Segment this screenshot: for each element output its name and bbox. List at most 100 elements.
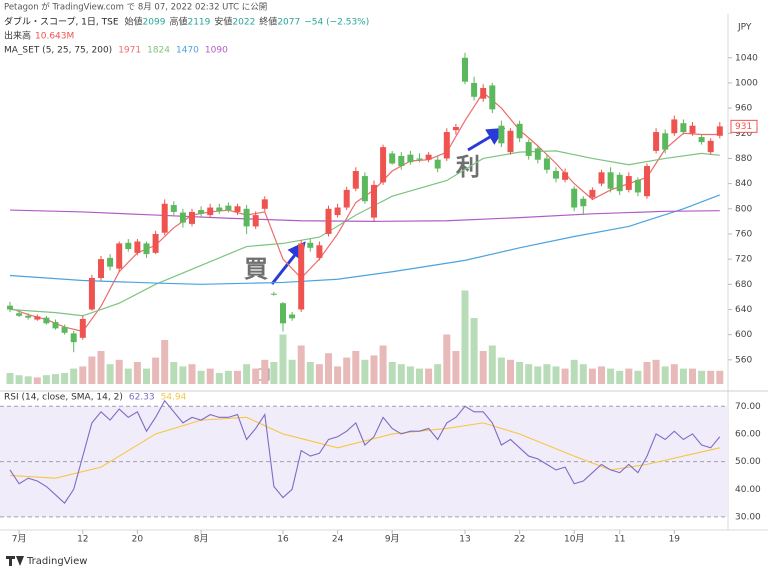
candle-body xyxy=(7,305,13,310)
volume-bar xyxy=(143,368,150,384)
volume-bar xyxy=(588,368,596,384)
volume-bar xyxy=(88,356,96,384)
rsi-sma xyxy=(9,416,720,479)
ma-legend: 1971 xyxy=(118,46,141,56)
x-tick-label: 7月 xyxy=(12,534,27,545)
watermark: TradingView xyxy=(26,556,87,567)
profit-arrow xyxy=(467,127,506,152)
rsi-label: RSI (14, close, SMA, 14, 2) xyxy=(4,393,123,403)
volume-bar xyxy=(607,368,615,384)
candle-body xyxy=(425,154,432,160)
quote-label: 終値 xyxy=(259,16,277,28)
volume-label: 出来高 xyxy=(4,30,31,42)
volume-bar xyxy=(643,362,651,384)
candle-body xyxy=(634,179,641,193)
y-tick-label: 600 xyxy=(735,330,752,340)
x-tick-label: 22 xyxy=(514,535,525,545)
volume-bar xyxy=(215,373,223,384)
rsi-line xyxy=(9,399,721,504)
volume-bar xyxy=(598,366,605,384)
y-tick-label: 680 xyxy=(735,280,752,290)
volume-bar xyxy=(698,370,706,384)
volume-bar xyxy=(652,359,660,384)
y-tick-label: 800 xyxy=(735,204,752,214)
volume-bar xyxy=(425,368,433,384)
candle-body xyxy=(343,189,350,208)
candle-body xyxy=(507,130,514,153)
candle-body xyxy=(653,132,660,151)
candle-body xyxy=(662,133,669,150)
volume-bar xyxy=(461,290,469,384)
y-tick-label: 840 xyxy=(735,179,752,189)
volume-bar xyxy=(716,370,724,384)
ma-legend: 1090 xyxy=(205,46,228,56)
volume-bar xyxy=(224,370,232,384)
quote-value: 2022 xyxy=(232,18,255,28)
x-tick-label: 11 xyxy=(614,535,625,545)
candle-body xyxy=(498,125,505,144)
candle-body xyxy=(207,207,214,216)
logo-icon xyxy=(6,556,24,566)
candle-body xyxy=(707,140,714,153)
candle-body xyxy=(198,210,205,214)
volume-bar xyxy=(206,368,214,384)
candle-body xyxy=(489,85,496,110)
volume-bar xyxy=(634,370,642,384)
volume-bar xyxy=(552,366,560,384)
y-tick-label: 720 xyxy=(735,255,752,265)
candle-body xyxy=(134,241,141,253)
ma-legend: 1824 xyxy=(147,46,170,56)
y-tick-label: 1040 xyxy=(735,53,758,63)
candle-body xyxy=(480,87,487,99)
quote-label: 安値 xyxy=(214,16,232,28)
candle-body xyxy=(234,206,241,212)
candle-body xyxy=(179,212,186,223)
candle-body xyxy=(562,172,569,180)
quote-value: 2077 xyxy=(277,18,300,28)
x-tick-label: 10月 xyxy=(564,534,584,545)
volume-bar xyxy=(6,373,14,384)
volume-bar xyxy=(670,364,678,384)
rsi-legend: 62.33 xyxy=(129,393,155,403)
y-tick-label: 560 xyxy=(735,355,752,365)
candle-body xyxy=(380,147,387,183)
rsi-sma-legend: 54.94 xyxy=(161,393,187,403)
volume-bar xyxy=(561,368,569,384)
candle-body xyxy=(416,158,423,160)
candle-body xyxy=(534,148,541,160)
volume-bar xyxy=(679,368,687,384)
candle-body xyxy=(25,315,32,318)
candle-body xyxy=(225,205,232,211)
y-tick-label: 960 xyxy=(735,104,752,114)
x-tick-label: 9月 xyxy=(385,534,400,545)
volume-bar xyxy=(579,364,587,384)
candle-body xyxy=(580,198,587,207)
candle-body xyxy=(607,172,614,189)
volume-bar xyxy=(152,357,160,384)
candle-body xyxy=(289,314,296,319)
volume-bar xyxy=(661,366,669,384)
volume-bar xyxy=(370,355,378,384)
volume-bar xyxy=(306,362,314,384)
y-tick-label: 880 xyxy=(735,154,752,164)
volume-bar xyxy=(70,368,78,384)
candle-body xyxy=(716,126,723,136)
published: Petagon が TradingView.com で 8月 07, 2022 … xyxy=(4,2,267,13)
x-tick-label: 20 xyxy=(132,535,144,545)
x-tick-label: 24 xyxy=(332,535,344,545)
candle-body xyxy=(34,316,41,320)
candle-body xyxy=(671,119,678,134)
rsi-tick-label: 60.00 xyxy=(735,429,761,439)
volume-bar xyxy=(115,359,123,384)
candle-body xyxy=(616,174,623,192)
x-tick-label: 16 xyxy=(277,535,289,545)
quote-label: 始値 xyxy=(125,16,143,28)
volume-bar xyxy=(106,364,114,384)
volume-bar xyxy=(479,351,487,384)
candle-body xyxy=(143,243,150,255)
volume-bar xyxy=(707,370,715,384)
candle-body xyxy=(161,203,168,233)
candle-body xyxy=(334,207,341,216)
volume-bar xyxy=(197,370,205,384)
volume-bar xyxy=(161,340,169,384)
